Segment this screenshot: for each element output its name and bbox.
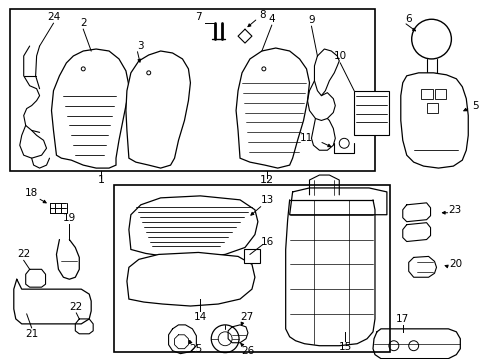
Text: 18: 18 <box>25 188 38 198</box>
Text: 27: 27 <box>240 312 253 322</box>
Text: 22: 22 <box>17 249 30 260</box>
Text: 11: 11 <box>299 133 312 143</box>
Text: 15: 15 <box>338 342 351 352</box>
Polygon shape <box>51 49 129 168</box>
Bar <box>434 89 446 99</box>
Text: 25: 25 <box>188 344 202 354</box>
Text: 8: 8 <box>259 10 265 20</box>
Polygon shape <box>126 51 190 168</box>
Text: 4: 4 <box>268 14 275 24</box>
Text: 5: 5 <box>471 100 478 111</box>
Bar <box>10 9 374 171</box>
Text: 10: 10 <box>333 51 346 61</box>
Text: 3: 3 <box>137 41 144 51</box>
Text: 12: 12 <box>259 175 273 185</box>
Bar <box>244 249 259 264</box>
Polygon shape <box>129 196 257 257</box>
Text: 20: 20 <box>448 259 461 269</box>
Text: 14: 14 <box>193 312 206 322</box>
Text: 19: 19 <box>62 213 76 223</box>
Text: 17: 17 <box>395 314 408 324</box>
Bar <box>114 185 389 352</box>
Text: 6: 6 <box>405 14 411 24</box>
Text: 1: 1 <box>98 175 104 185</box>
Text: 9: 9 <box>307 15 314 25</box>
Text: 23: 23 <box>448 205 461 215</box>
Bar <box>420 89 432 99</box>
Text: 21: 21 <box>25 329 38 339</box>
Polygon shape <box>127 252 254 306</box>
Bar <box>426 103 438 113</box>
Bar <box>353 91 388 135</box>
Text: 13: 13 <box>261 195 274 205</box>
Polygon shape <box>236 48 309 168</box>
Text: 26: 26 <box>241 346 254 356</box>
Text: 2: 2 <box>80 18 86 28</box>
Text: 16: 16 <box>261 237 274 247</box>
Text: 7: 7 <box>195 12 201 22</box>
Text: 24: 24 <box>47 12 60 22</box>
Text: 22: 22 <box>70 302 83 312</box>
Polygon shape <box>400 73 468 168</box>
